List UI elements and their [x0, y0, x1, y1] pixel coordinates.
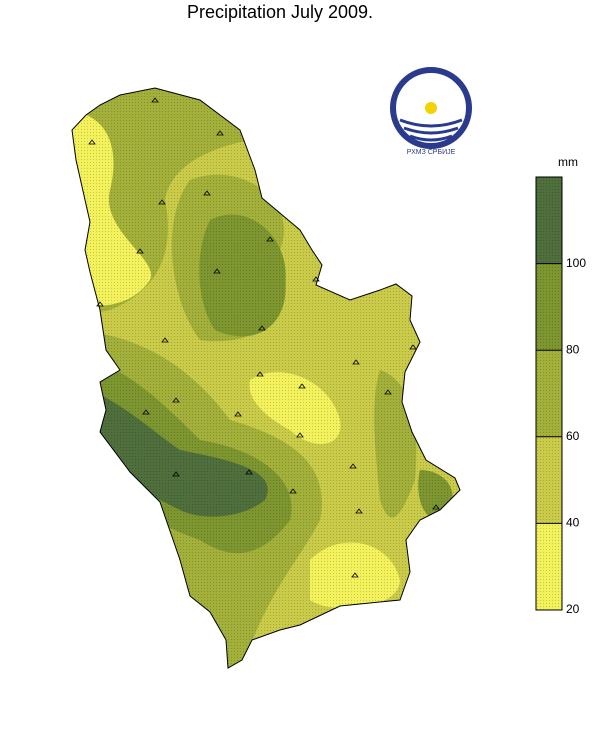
legend-unit: mm — [558, 155, 578, 169]
country-border — [71, 87, 461, 669]
legend-tick-label: 100 — [566, 256, 586, 270]
precipitation-map — [72, 88, 460, 668]
legend-tick-label: 40 — [566, 516, 580, 530]
map-title: Precipitation July 2009. — [187, 2, 373, 22]
legend-stipple — [536, 436, 562, 524]
legend: mm 20 40 60 80 100 — [535, 155, 586, 616]
legend-tick-label: 80 — [566, 342, 580, 356]
legend-stipple — [536, 523, 562, 610]
logo-waves — [399, 118, 463, 142]
stipple — [72, 88, 460, 668]
legend-tick-label: 60 — [566, 429, 580, 443]
legend-stipple — [536, 263, 562, 351]
logo: РХМЗ СРБИЈЕ — [390, 67, 472, 156]
stations — [88, 97, 440, 578]
legend-stipple — [536, 177, 562, 264]
legend-tick-label: 20 — [566, 602, 580, 616]
legend-stipple — [536, 350, 562, 437]
station-markers — [88, 97, 440, 578]
logo-text: РХМЗ СРБИЈЕ — [407, 149, 456, 156]
logo-sun — [425, 102, 437, 114]
